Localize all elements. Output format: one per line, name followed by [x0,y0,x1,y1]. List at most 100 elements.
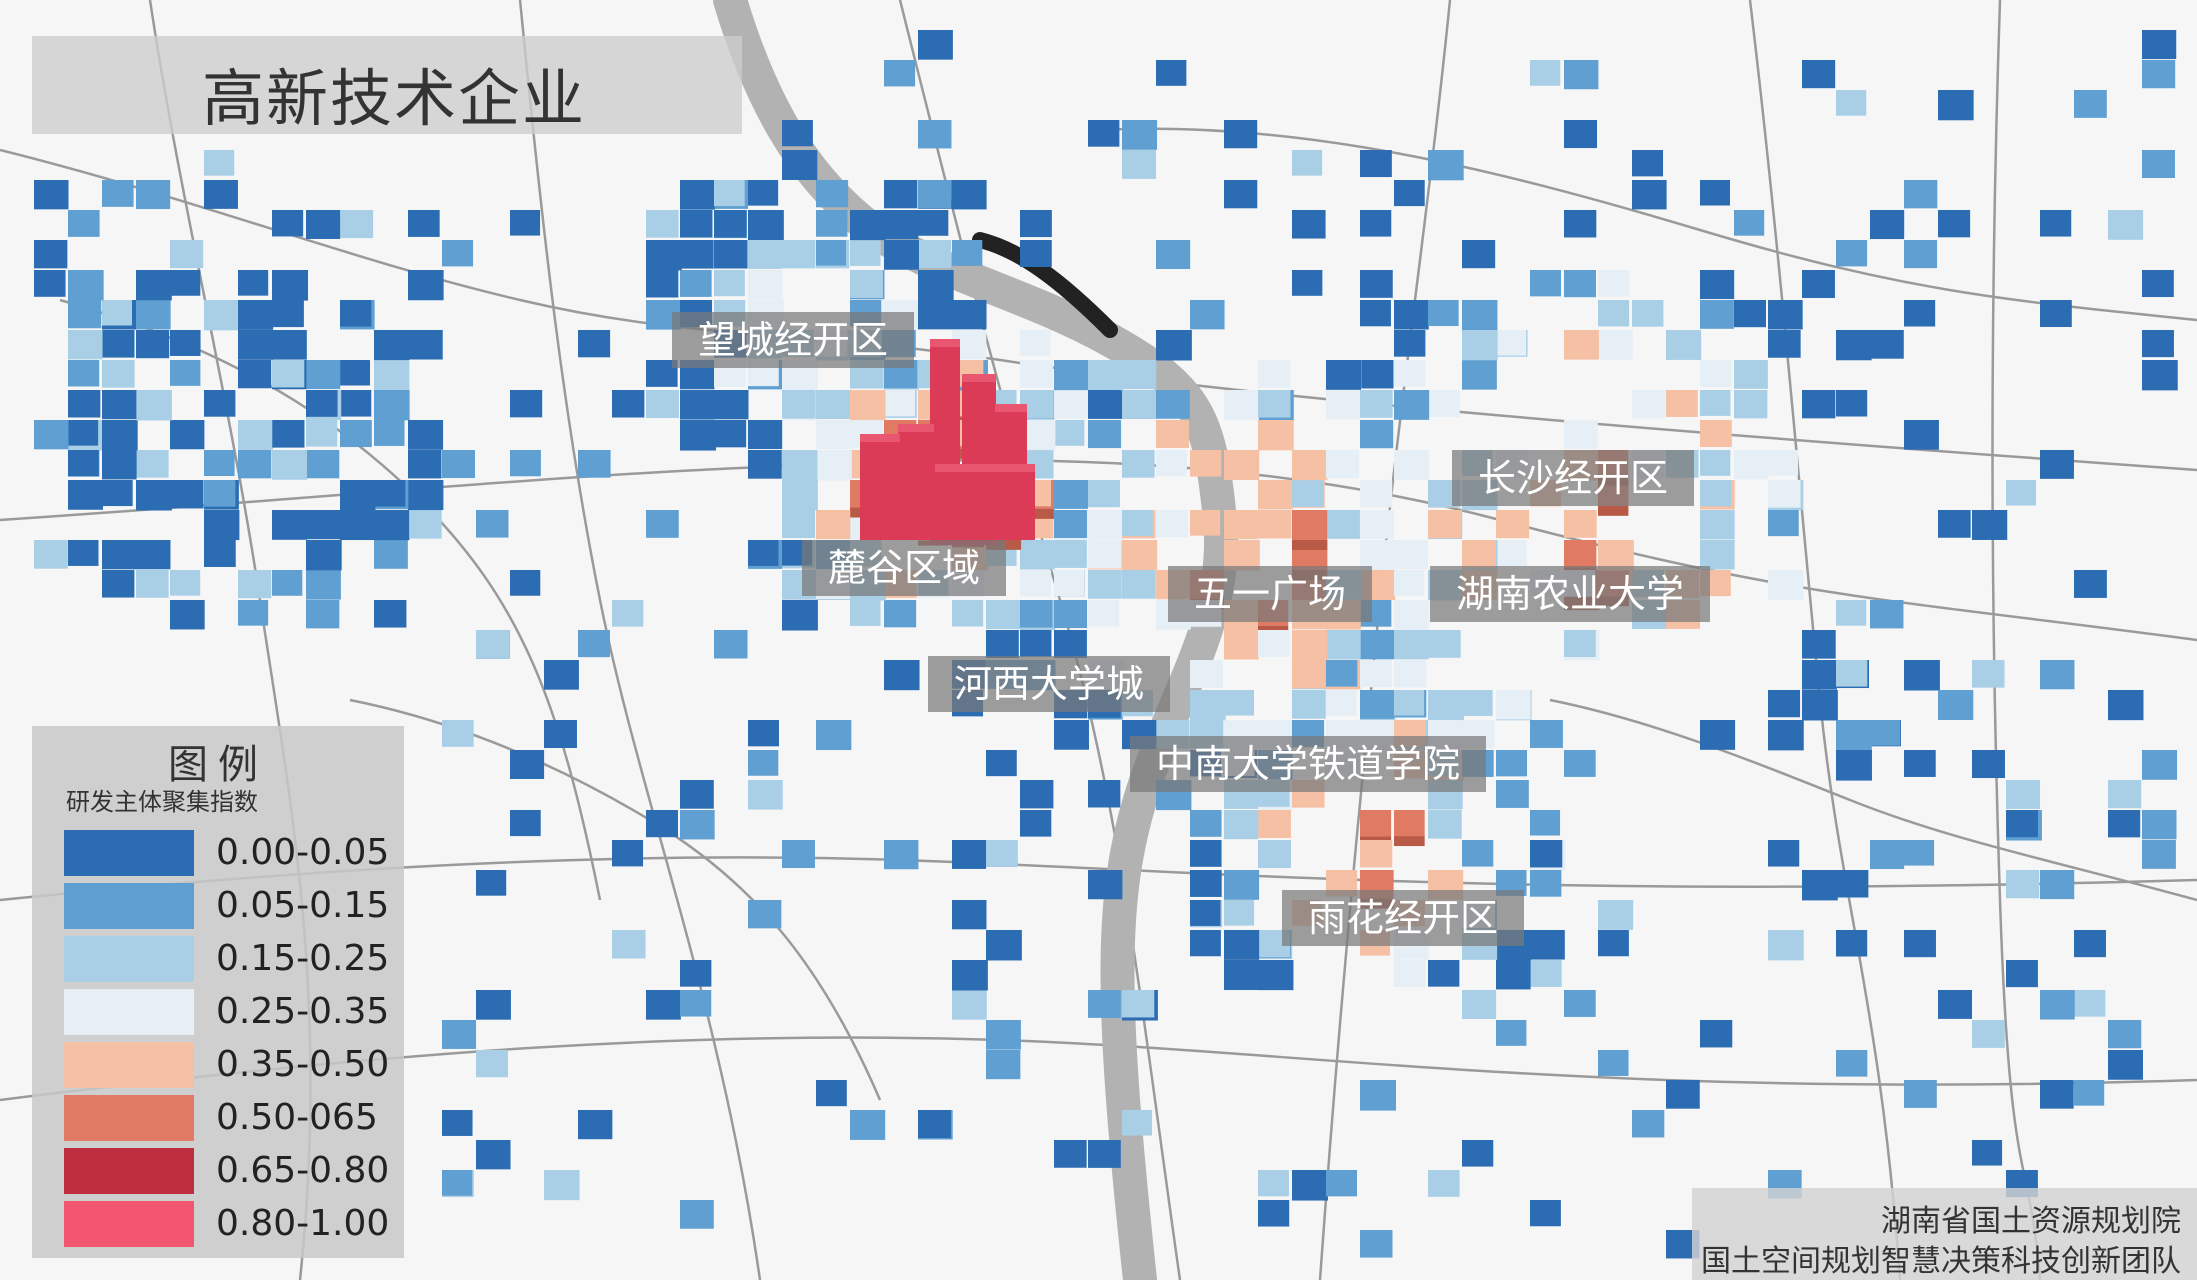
density-cell [1564,210,1597,238]
density-cell [1156,420,1189,448]
density-cell [1088,360,1124,391]
density-cell [204,450,235,476]
density-cell [816,180,849,208]
density-cell [1224,390,1260,420]
density-cell [272,330,307,360]
density-cell [1054,600,1088,629]
density-cell [1054,420,1085,446]
density-cell [1802,60,1836,89]
legend-label: 0.35-0.50 [216,1044,390,1085]
density-cell [306,360,341,390]
density-cell [272,210,304,237]
density-cell [1020,780,1054,809]
density-cell [646,390,679,418]
density-cell [1156,390,1190,419]
density-cell [442,1110,473,1136]
density-cell [1700,270,1735,300]
density-cell [1394,360,1426,387]
density-cell [680,960,712,987]
density-cell [2074,990,2106,1017]
density-cell [136,450,169,478]
density-cell [68,360,100,387]
density-cell [2074,1080,2105,1106]
density-cell [1224,810,1259,840]
density-cell [1088,1140,1121,1168]
density-cell [1768,480,1801,508]
density-cell [1496,750,1528,777]
density-cell [374,480,406,507]
legend-label: 0.25-0.35 [216,991,390,1032]
density-cell [782,390,816,419]
density-cell [1394,630,1429,660]
density-cell [1836,600,1867,626]
density-tower [1000,464,1035,472]
density-cell [340,510,376,541]
legend-swatch [64,830,194,876]
density-cell [1462,330,1498,361]
density-cell [1598,330,1633,360]
density-cell [408,330,443,360]
density-cell [68,540,99,566]
density-cell [510,750,545,779]
density-cell [442,1170,473,1196]
density-cell [1598,930,1629,957]
density-cell [1734,210,1765,236]
density-cell [748,780,783,810]
density-cell [1462,240,1496,269]
density-cell [1020,600,1053,628]
density-cell [1972,1140,2003,1166]
density-cell [646,240,682,271]
density-cell [748,540,779,566]
density-cell [1360,630,1393,658]
density-cell [1326,450,1360,479]
density-cell [1054,630,1087,658]
density-cell [986,1020,1021,1050]
density-cell [1768,720,1804,751]
label-wuyi: 五一广场 [1168,566,1373,622]
density-cell [272,360,305,388]
density-cell [1224,510,1259,540]
density-cell [170,360,201,386]
density-cell [1666,1080,1700,1109]
density-cell [102,480,133,507]
density-cell [102,450,137,480]
density-cell [1360,810,1392,837]
density-cell [2142,60,2176,89]
density-cell [680,420,716,451]
density-cell [1768,570,1804,601]
density-cell [646,810,679,838]
density-cell [136,570,169,598]
density-cell [646,510,679,538]
density-cell [1394,836,1425,847]
density-cell [714,270,745,297]
density-cell [340,210,374,239]
density-cell [2040,870,2075,900]
density-cell [1428,390,1460,418]
density-cell [1428,960,1460,987]
density-cell [1802,630,1836,659]
density-cell [918,270,954,301]
density-cell [204,510,240,541]
density-cell [884,60,916,87]
density-cell [1224,120,1258,149]
density-cell [986,1050,1021,1080]
density-cell [1802,690,1838,721]
density-cell [1054,510,1087,539]
density-cell [1224,540,1260,571]
density-cell [1190,840,1222,867]
density-cell [68,210,100,237]
density-cell [1292,690,1326,719]
density-cell [884,240,919,270]
density-cell [1734,390,1766,417]
density-cell [1054,540,1087,568]
density-cell [748,420,783,450]
density-cell [884,180,918,209]
density-cell [782,510,816,539]
density-cell [476,870,507,896]
density-cell [884,660,920,691]
density-cell [1088,780,1121,808]
density-cell [1836,1050,1868,1077]
density-cell [374,600,407,628]
density-cell [1292,510,1328,540]
density-cell [884,840,919,870]
